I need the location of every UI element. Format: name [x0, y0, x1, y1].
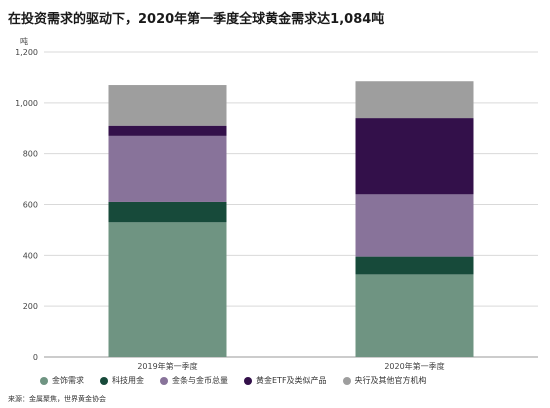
bar-segment — [108, 222, 227, 357]
y-tick-label: 0 — [33, 353, 38, 362]
bar-segment — [108, 85, 227, 126]
legend-item: 黄金ETF及类似产品 — [244, 375, 327, 386]
legend-item: 金饰需求 — [40, 375, 84, 386]
x-tick-label: 2020年第一季度 — [384, 361, 444, 371]
legend-label: 金饰需求 — [52, 376, 84, 385]
y-tick-label: 200 — [23, 302, 38, 311]
bar-segment — [108, 125, 227, 136]
legend-label: 金条与金币总量 — [172, 376, 228, 385]
legend-swatch — [342, 376, 351, 385]
legend-swatch — [100, 376, 108, 385]
y-tick-label: 400 — [23, 251, 38, 260]
legend-label: 科技用金 — [112, 376, 144, 385]
legend-item: 科技用金 — [100, 375, 144, 386]
legend-item: 金条与金币总量 — [160, 375, 228, 386]
legend-swatch — [160, 376, 168, 385]
y-tick-label: 800 — [23, 150, 38, 159]
legend-swatch — [244, 376, 252, 385]
bar-segment — [355, 274, 474, 357]
legend-item: 央行及其他官方机构 — [342, 375, 427, 386]
source-note: 来源：金属聚焦，世界黄金协会 — [8, 395, 106, 403]
y-tick-label: 1,200 — [15, 48, 38, 57]
legend-swatch — [40, 376, 48, 385]
bar-segment — [355, 256, 474, 275]
chart-legend: 金饰需求 科技用金 金条与金币总量 黄金ETF及类似产品 央行及其他官方机构 — [40, 375, 427, 386]
y-axis-unit-label: 吨 — [20, 36, 28, 46]
bar-segment — [355, 194, 474, 257]
y-tick-label: 600 — [23, 201, 38, 210]
bar-segment — [355, 81, 474, 119]
y-tick-label: 1,000 — [15, 99, 38, 108]
legend-label: 央行及其他官方机构 — [354, 376, 427, 385]
bar-segment — [108, 201, 227, 223]
legend-label: 黄金ETF及类似产品 — [256, 376, 327, 385]
bar-segment — [108, 135, 227, 202]
bar-segment — [355, 118, 474, 195]
chart-title: 在投资需求的驱动下，2020年第一季度全球黄金需求达1,084吨 — [8, 12, 385, 27]
x-tick-label: 2019年第一季度 — [137, 361, 197, 371]
